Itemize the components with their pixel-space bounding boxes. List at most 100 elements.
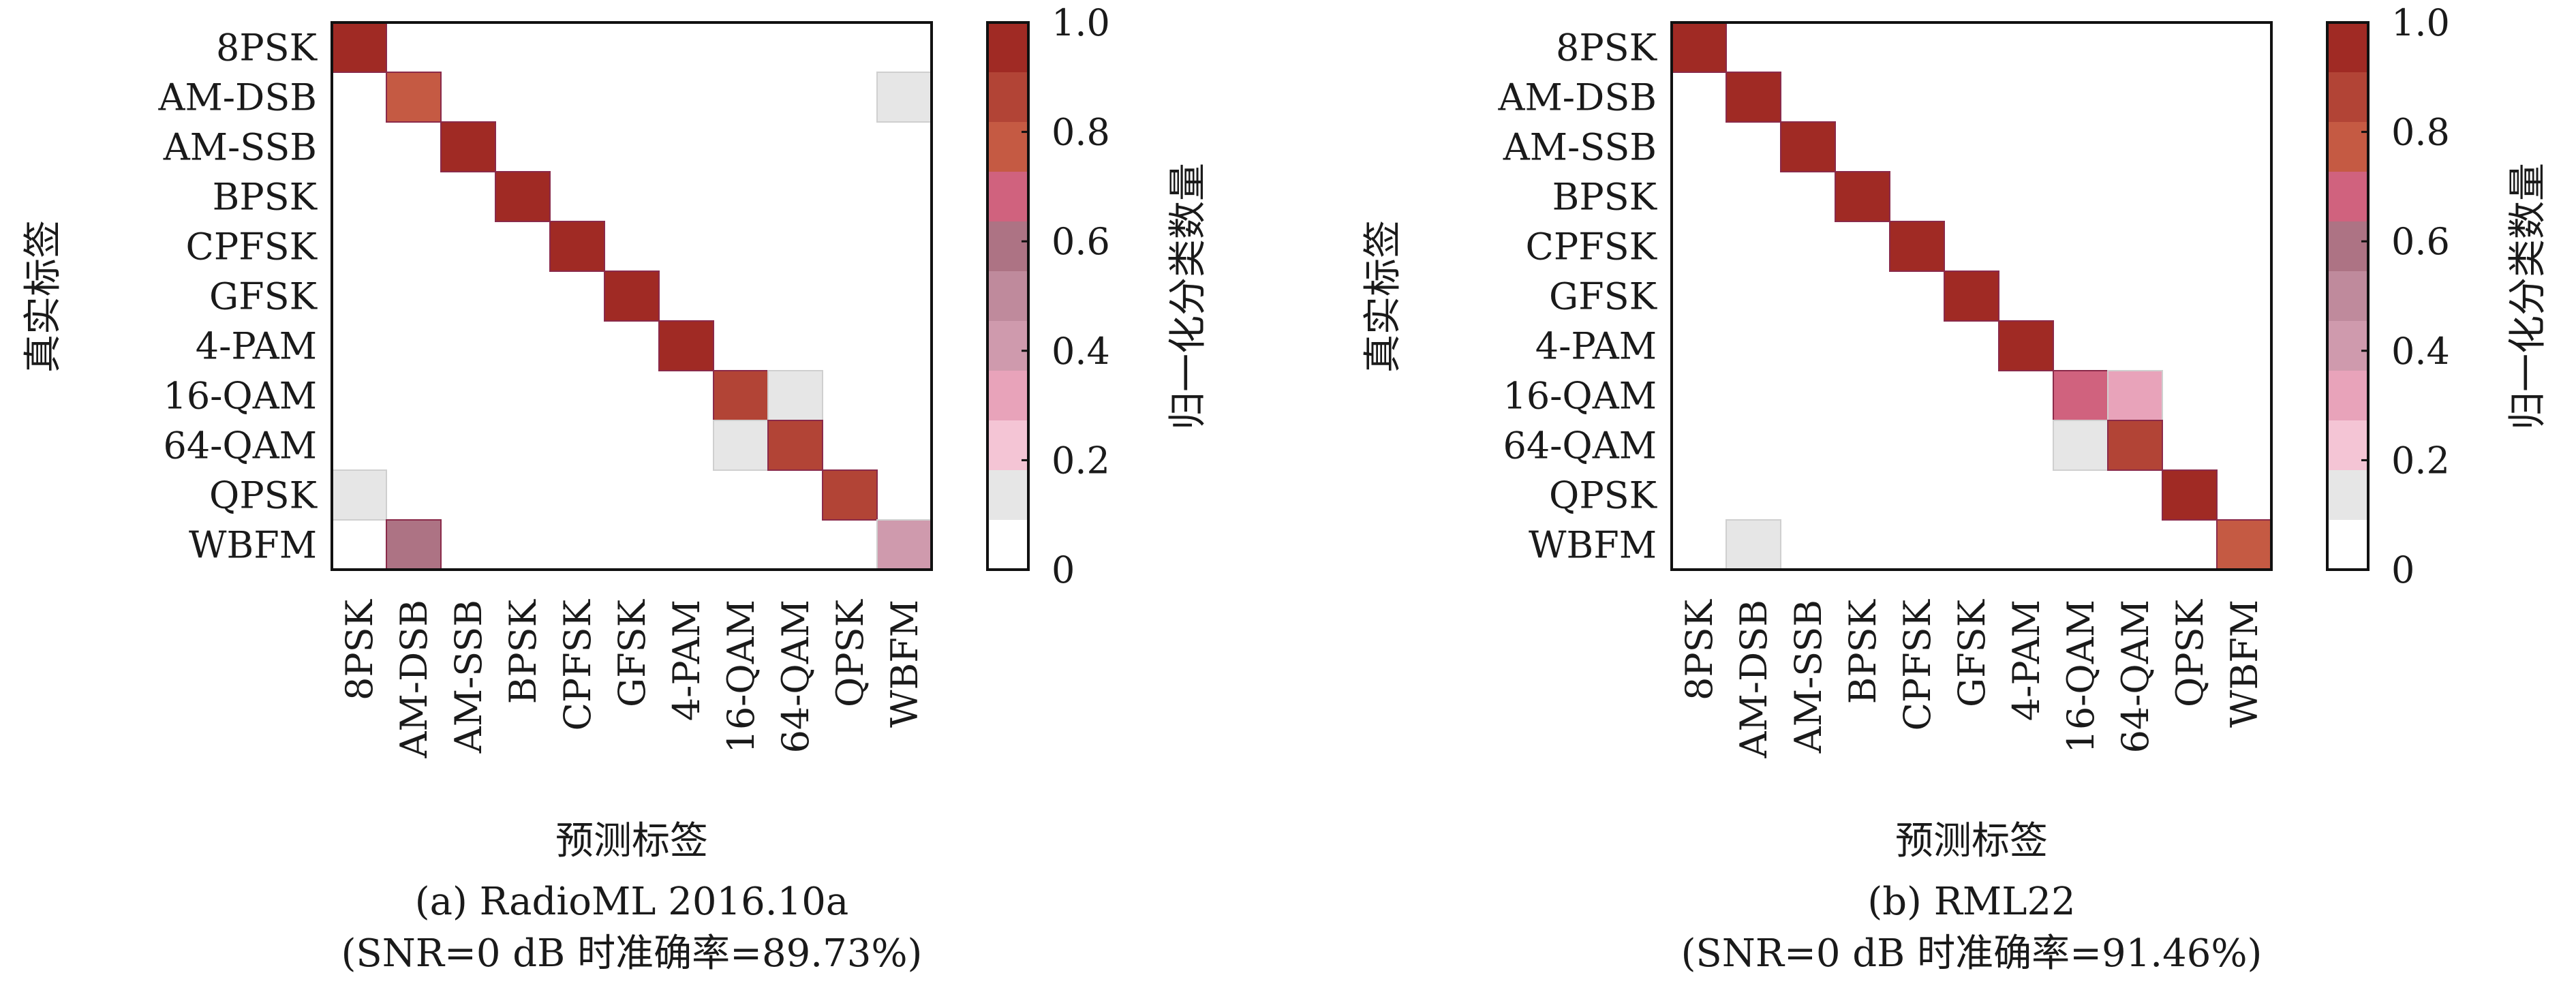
heatmap-b-cell-16-QAM-64-QAM bbox=[2107, 370, 2163, 421]
row-label-BPSK: BPSK bbox=[1552, 176, 1658, 219]
heatmap-b-cell-GFSK-GFSK bbox=[1944, 271, 1999, 322]
heatmap-b-cell-8PSK-8PSK bbox=[1671, 22, 1727, 73]
colorbar-a-ticks: 1.0 0.8 0.6 0.4 0.2 0 bbox=[1022, 1, 1110, 591]
row-label-AM-DSB: AM-DSB bbox=[1497, 76, 1657, 119]
heatmap-a-cell-AM-SSB-AM-SSB bbox=[440, 121, 496, 172]
heatmap-b-col-labels: 8PSK AM-DSB AM-SSB BPSK CPFSK GFSK 4-PAM 16-QAM… bbox=[1678, 598, 2266, 758]
col-label-CPFSK: CPFSK bbox=[1896, 598, 1939, 730]
heatmap-a-cell-16-QAM-16-QAM bbox=[713, 370, 769, 421]
row-label-16-QAM: 16-QAM bbox=[163, 375, 317, 418]
panel-b: 8PSK AM-DSB AM-SSB BPSK CPFSK GFSK 4-PAM 16-QAM… bbox=[1361, 1, 2550, 976]
heatmap-a-col-labels: 8PSK AM-DSB AM-SSB BPSK CPFSK GFSK 4-PAM 16-QAM… bbox=[338, 598, 926, 758]
row-label-GFSK: GFSK bbox=[1549, 275, 1658, 318]
col-label-AM-DSB: AM-DSB bbox=[393, 600, 435, 759]
colorbar-a-label: 归一化分类数量 bbox=[1166, 163, 1210, 430]
heatmap-b-cell-16-QAM-16-QAM bbox=[2053, 370, 2109, 421]
colorbar-b-label: 归一化分类数量 bbox=[2506, 163, 2550, 430]
colorbar-b-ticks: 1.0 0.8 0.6 0.4 0.2 0 bbox=[2361, 1, 2450, 591]
col-label-BPSK: BPSK bbox=[502, 598, 545, 704]
colorbar-a-bar bbox=[986, 21, 1030, 571]
col-label-8PSK: 8PSK bbox=[338, 598, 381, 700]
col-label-BPSK: BPSK bbox=[1841, 598, 1884, 704]
heatmap-a-cell-64-QAM-64-QAM bbox=[767, 420, 823, 471]
colorbar-b-bar bbox=[2326, 21, 2370, 571]
heatmap-b-cells bbox=[1671, 22, 2272, 570]
row-label-QPSK: QPSK bbox=[209, 474, 318, 517]
heatmap-a-cell-WBFM-AM-DSB bbox=[386, 519, 442, 570]
heatmap-b-row-labels: 8PSK AM-DSB AM-SSB BPSK CPFSK GFSK 4-PAM 16-QAM… bbox=[1497, 27, 1657, 567]
colorbar-tick-label: 0.6 bbox=[2391, 220, 2450, 263]
row-label-8PSK: 8PSK bbox=[216, 27, 318, 70]
heatmap-b-frame bbox=[1670, 21, 2273, 571]
colorbar-tick-label: 0.2 bbox=[1052, 439, 1110, 482]
colorbar-tick-label: 0.4 bbox=[2391, 330, 2450, 373]
row-label-64-QAM: 64-QAM bbox=[163, 424, 317, 467]
col-label-8PSK: 8PSK bbox=[1678, 598, 1721, 700]
heatmap-a-cell-64-QAM-16-QAM bbox=[713, 420, 769, 471]
row-label-AM-DSB: AM-DSB bbox=[157, 76, 317, 119]
row-label-8PSK: 8PSK bbox=[1556, 27, 1658, 70]
colorbar-tick-label: 0 bbox=[1052, 549, 1075, 591]
heatmap-a-cell-BPSK-BPSK bbox=[495, 171, 551, 222]
heatmap-b-cell-64-QAM-64-QAM bbox=[2107, 420, 2163, 471]
heatmap-b-cell-WBFM-WBFM bbox=[2216, 519, 2272, 570]
col-label-64-QAM: 64-QAM bbox=[2114, 600, 2157, 754]
col-label-AM-DSB: AM-DSB bbox=[1732, 600, 1775, 759]
heatmap-a-cell-16-QAM-64-QAM bbox=[767, 370, 823, 421]
row-label-QPSK: QPSK bbox=[1549, 474, 1658, 517]
heatmap-a-cell-GFSK-GFSK bbox=[604, 271, 660, 322]
col-label-16-QAM: 16-QAM bbox=[2059, 600, 2102, 754]
colorbar-tick-label: 1.0 bbox=[1052, 1, 1110, 44]
col-label-WBFM: WBFM bbox=[2223, 600, 2266, 728]
heatmap-a-cell-4-PAM-4-PAM bbox=[658, 320, 714, 371]
row-label-WBFM: WBFM bbox=[1529, 524, 1657, 567]
heatmap-a-cell-QPSK-QPSK bbox=[822, 469, 878, 521]
heatmap-b-ylabel: 真实标签 bbox=[1361, 220, 1405, 373]
caption-b-accuracy: (SNR=0 dB 时准确率=91.46%) bbox=[1681, 931, 2263, 976]
heatmap-a-cell-WBFM-WBFM bbox=[876, 519, 932, 570]
heatmap-b-cell-WBFM-AM-DSB bbox=[1726, 519, 1781, 570]
panel-a: 8PSK AM-DSB AM-SSB BPSK CPFSK GFSK 4-PAM 16-QAM… bbox=[21, 1, 1210, 976]
col-label-QPSK: QPSK bbox=[2168, 598, 2211, 707]
heatmap-a-cell-QPSK-8PSK bbox=[331, 469, 387, 521]
heatmap-b-cell-AM-SSB-AM-SSB bbox=[1780, 121, 1836, 172]
row-label-64-QAM: 64-QAM bbox=[1503, 424, 1657, 467]
heatmap-b-cell-AM-DSB-AM-DSB bbox=[1726, 72, 1781, 123]
heatmap-a-cell-8PSK-8PSK bbox=[331, 22, 387, 73]
col-label-GFSK: GFSK bbox=[611, 598, 654, 707]
colorbar-tick-label: 0.6 bbox=[1052, 220, 1110, 263]
col-label-64-QAM: 64-QAM bbox=[774, 600, 817, 754]
row-label-WBFM: WBFM bbox=[189, 524, 317, 567]
heatmap-a-cell-AM-DSB-WBFM bbox=[876, 72, 932, 123]
heatmap-a-row-labels: 8PSK AM-DSB AM-SSB BPSK CPFSK GFSK 4-PAM 16-QAM… bbox=[157, 27, 318, 567]
caption-a-title: (a) RadioML 2016.10a bbox=[415, 880, 848, 924]
row-label-16-QAM: 16-QAM bbox=[1503, 375, 1657, 418]
col-label-QPSK: QPSK bbox=[829, 598, 872, 707]
heatmap-b-xlabel: 预测标签 bbox=[1895, 819, 2048, 863]
row-label-GFSK: GFSK bbox=[209, 275, 318, 318]
heatmap-a-frame bbox=[331, 21, 933, 571]
col-label-WBFM: WBFM bbox=[883, 600, 926, 728]
heatmap-a-ylabel: 真实标签 bbox=[21, 220, 65, 373]
heatmap-b-cell-BPSK-BPSK bbox=[1835, 171, 1890, 222]
col-label-GFSK: GFSK bbox=[1950, 598, 1993, 707]
caption-b-title: (b) RML22 bbox=[1867, 880, 2075, 924]
colorbar-tick-label: 0.8 bbox=[2391, 111, 2450, 154]
heatmap-b-cell-64-QAM-16-QAM bbox=[2053, 420, 2109, 471]
row-label-AM-SSB: AM-SSB bbox=[1503, 126, 1657, 169]
row-label-AM-SSB: AM-SSB bbox=[163, 126, 317, 169]
colorbar-tick-label: 0.8 bbox=[1052, 111, 1110, 154]
row-label-4-PAM: 4-PAM bbox=[1535, 325, 1657, 368]
colorbar-b: 1.0 0.8 0.6 0.4 0.2 0 归一化分类数量 bbox=[2326, 1, 2550, 591]
col-label-CPFSK: CPFSK bbox=[556, 598, 599, 730]
heatmap-a-cell-AM-DSB-AM-DSB bbox=[386, 72, 442, 123]
colorbar-tick-label: 1.0 bbox=[2391, 1, 2450, 44]
heatmap-a-cells bbox=[331, 22, 932, 570]
col-label-4-PAM: 4-PAM bbox=[2005, 600, 2048, 721]
row-label-4-PAM: 4-PAM bbox=[196, 325, 317, 368]
heatmap-b-cell-4-PAM-4-PAM bbox=[1998, 320, 2054, 371]
colorbar-tick-label: 0.4 bbox=[1052, 330, 1110, 373]
row-label-CPFSK: CPFSK bbox=[1526, 226, 1658, 268]
